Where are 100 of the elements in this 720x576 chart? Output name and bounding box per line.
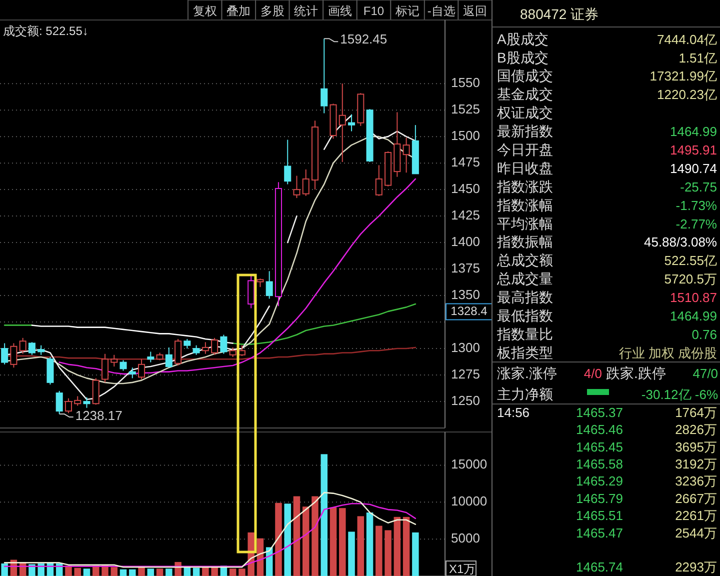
bar xyxy=(147,568,154,576)
category-label: 板指类型 xyxy=(496,344,553,360)
text: 复权 xyxy=(192,4,217,18)
category-label: 14:56 xyxy=(497,404,530,420)
category-label: 最低指数 xyxy=(497,308,553,324)
candlestick xyxy=(375,164,382,196)
text: 1328.4 xyxy=(450,304,488,318)
candlestick xyxy=(293,175,300,199)
text: 1465.74 xyxy=(576,560,623,575)
text: -30.12亿 -6% xyxy=(641,387,718,402)
y-tick-label: 15000 xyxy=(451,456,488,472)
text: 880472 证券 xyxy=(520,6,599,22)
text: -2.77% xyxy=(676,216,717,232)
text: 1465.46 xyxy=(576,422,623,438)
candlestick xyxy=(266,270,273,300)
candlestick xyxy=(120,360,127,372)
y-axis-title: X1万 xyxy=(449,562,476,576)
y-tick-label: 1400 xyxy=(451,234,480,249)
y-tick-label: 1300 xyxy=(451,340,480,355)
candlestick xyxy=(229,346,236,358)
candlestick xyxy=(174,338,182,366)
annotation: 1592.45 xyxy=(340,32,388,47)
bar xyxy=(412,532,419,576)
text: 47/0 xyxy=(692,366,718,381)
text: 7444.04亿 xyxy=(657,32,717,47)
text: 行业 加权 成份股 xyxy=(618,345,717,360)
y-tick-label: 1500 xyxy=(451,128,480,144)
text: 17321.99亿 xyxy=(650,68,717,84)
text: 1464.99 xyxy=(670,308,717,324)
text: 2544万 xyxy=(675,525,717,540)
text: 1465.47 xyxy=(576,525,623,540)
bar xyxy=(330,507,337,576)
candlestick xyxy=(348,114,356,132)
text: -自选 xyxy=(427,4,456,18)
candlestick xyxy=(192,344,200,356)
category-label: 指数振幅 xyxy=(496,234,553,250)
bar xyxy=(28,564,36,576)
candlestick xyxy=(128,367,136,379)
y-tick-label: 1550 xyxy=(451,75,480,90)
bar xyxy=(320,454,328,576)
bar xyxy=(376,526,382,576)
bar xyxy=(312,496,318,576)
bar xyxy=(38,563,44,576)
bar xyxy=(339,508,346,576)
bar xyxy=(384,530,392,576)
text: 1465.79 xyxy=(576,490,623,506)
bar xyxy=(293,496,300,576)
text: 多股 xyxy=(260,4,284,18)
text: 2293万 xyxy=(675,560,717,575)
bar xyxy=(366,512,374,576)
text: 0.76 xyxy=(692,326,717,342)
y-tick-label: 1525 xyxy=(451,102,480,117)
bar xyxy=(348,532,355,576)
text: 3236万 xyxy=(675,474,717,489)
bar xyxy=(74,568,81,576)
category-label: 指数涨幅 xyxy=(496,196,553,213)
category-label: 总成交量 xyxy=(496,270,553,287)
candlestick xyxy=(1,342,8,365)
bar xyxy=(129,569,136,576)
text: -1.73% xyxy=(676,198,717,213)
bar xyxy=(394,516,401,576)
category-label: A股成交 xyxy=(497,30,548,47)
candlestick xyxy=(56,390,63,415)
line-series xyxy=(4,502,416,568)
candlestick xyxy=(101,353,109,383)
chart-title: 成交额: 522.55↓ xyxy=(3,24,88,38)
candlestick xyxy=(320,38,328,114)
category-label: 昨日收盘 xyxy=(497,160,553,176)
candlestick xyxy=(338,83,346,163)
bar xyxy=(357,516,364,576)
bar xyxy=(192,568,200,576)
bar xyxy=(110,567,118,576)
bar xyxy=(1,563,8,576)
category-label: 平均涨幅 xyxy=(497,215,553,232)
text: 1220.23亿 xyxy=(657,87,717,102)
candlestick xyxy=(402,137,410,174)
candlestick xyxy=(38,344,45,356)
text: 1495.91 xyxy=(670,142,717,158)
text: 1465.58 xyxy=(576,456,623,472)
bar xyxy=(83,568,90,576)
y-tick-label: 10000 xyxy=(451,494,488,509)
category-label: 权证成交 xyxy=(496,104,553,121)
text: -25.75 xyxy=(680,179,717,194)
category-label: 指数涨跌 xyxy=(496,178,553,194)
text: 1464.99 xyxy=(670,124,717,140)
candlestick xyxy=(19,337,26,354)
candlestick xyxy=(238,344,246,356)
text: 45.88/3.08% xyxy=(644,234,717,250)
y-tick-label: 1450 xyxy=(451,180,480,196)
candlestick xyxy=(138,358,146,380)
candlestick xyxy=(83,396,90,408)
text: 1465.51 xyxy=(576,508,623,524)
text: 1465.29 xyxy=(576,474,623,489)
bar xyxy=(156,568,164,576)
text: F10 xyxy=(363,4,384,18)
y-tick-label: 1350 xyxy=(451,286,480,302)
candlestick xyxy=(110,354,118,368)
candlestick xyxy=(202,342,209,354)
text: 3192万 xyxy=(675,456,717,472)
category-label: 最高指数 xyxy=(497,289,553,306)
